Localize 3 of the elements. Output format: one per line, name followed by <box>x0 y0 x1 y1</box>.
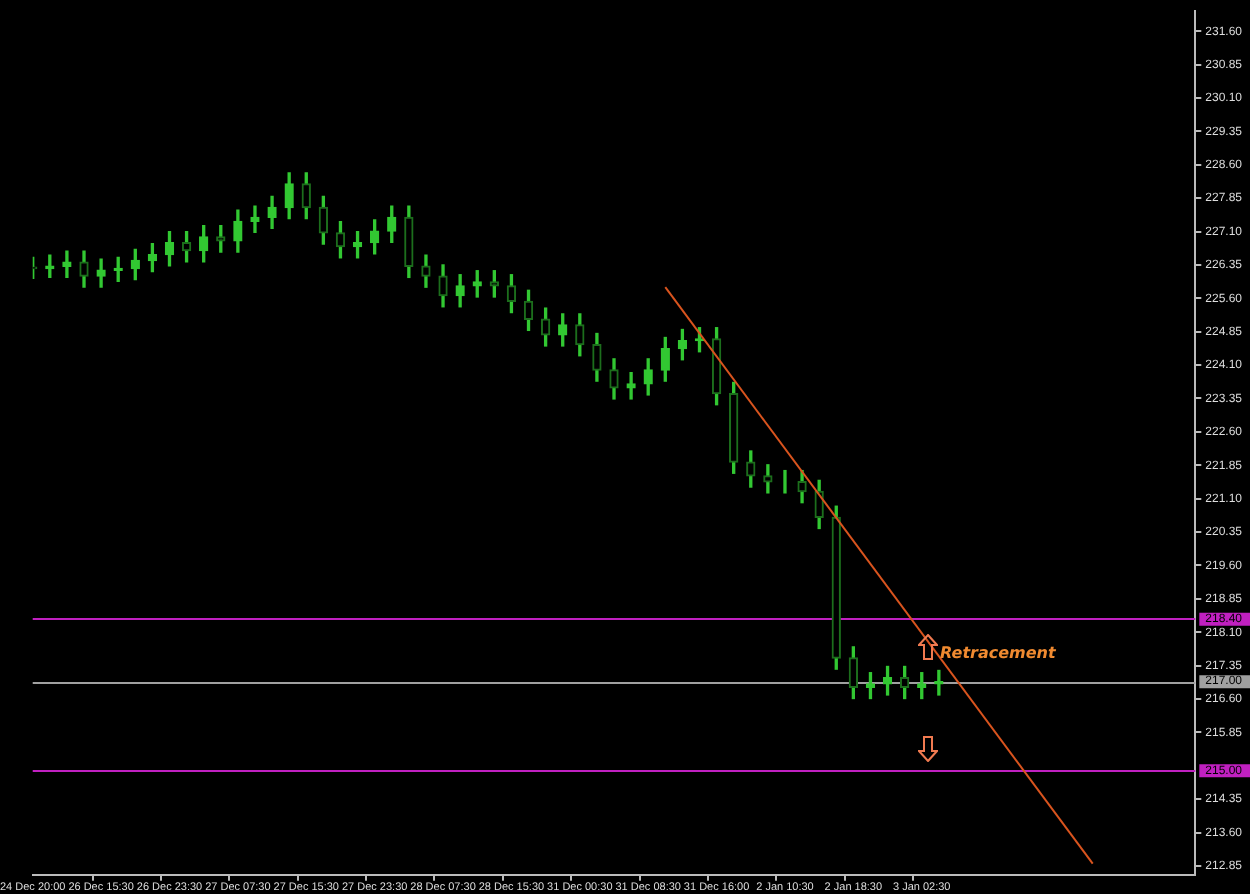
annotation: Retracement <box>940 644 1058 663</box>
candlestick <box>96 258 106 288</box>
candlestick <box>763 464 773 494</box>
